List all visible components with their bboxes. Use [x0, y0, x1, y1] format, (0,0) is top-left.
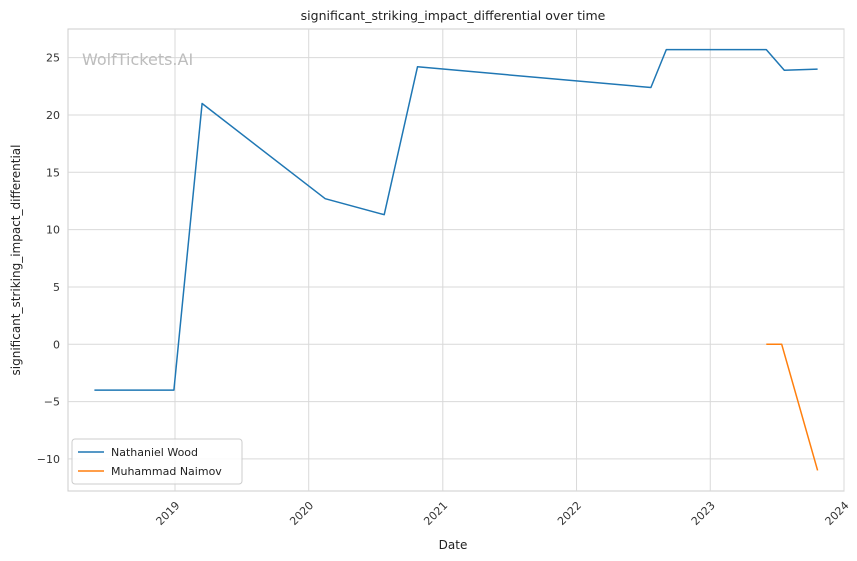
y-tick-label: −10 — [37, 453, 60, 466]
x-tick-labels: 2019 2020 2021 2022 2023 2024 — [154, 499, 852, 528]
legend: Nathaniel Wood Muhammad Naimov — [71, 438, 243, 485]
grid-lines — [68, 29, 845, 491]
series-lines — [94, 48, 819, 471]
x-tick-label: 2020 — [287, 499, 316, 528]
x-tick-label: 2022 — [555, 499, 584, 528]
y-tick-label: 20 — [46, 109, 60, 122]
series-line-1 — [766, 343, 819, 471]
y-tick-label: 0 — [53, 338, 60, 351]
x-tick-label: 2019 — [154, 499, 183, 528]
y-tick-label: 5 — [53, 281, 60, 294]
plot-area — [67, 28, 845, 492]
legend-label-nathaniel-wood: Nathaniel Wood — [111, 446, 198, 459]
y-axis-label: significant_striking_impact_differential — [9, 145, 23, 376]
y-tick-label: −5 — [44, 396, 60, 409]
x-tick-label: 2021 — [421, 499, 450, 528]
legend-box — [71, 438, 243, 485]
legend-label-muhammad-naimov: Muhammad Naimov — [111, 465, 222, 478]
x-tick-label: 2024 — [823, 499, 852, 528]
chart-title: significant_striking_impact_differential… — [301, 8, 606, 23]
y-tick-label: 10 — [46, 224, 60, 237]
y-tick-label: 15 — [46, 166, 60, 179]
x-axis-label: Date — [439, 538, 468, 552]
y-tick-labels: −10 −5 0 5 10 15 20 25 — [37, 52, 60, 466]
y-tick-label: 25 — [46, 52, 60, 65]
watermark: WolfTickets.AI — [82, 50, 193, 69]
series-line-0 — [94, 48, 818, 391]
x-tick-label: 2023 — [689, 499, 718, 528]
